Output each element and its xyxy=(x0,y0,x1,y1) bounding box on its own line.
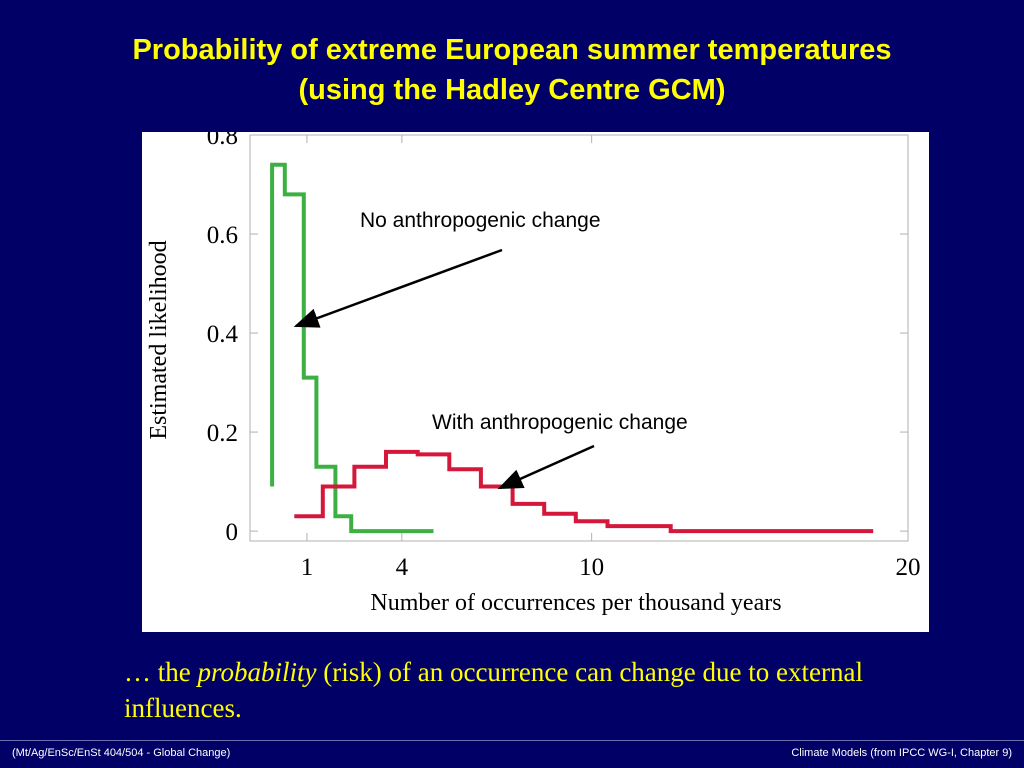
y-axis-ticks: 0 0.2 0.4 0.6 0.8 xyxy=(207,132,908,546)
y-tick-label: 0.6 xyxy=(207,222,238,249)
x-tick-label: 4 xyxy=(396,554,409,581)
caption-lead: … the xyxy=(124,657,198,687)
y-axis-label: Estimated likelihood xyxy=(146,240,172,439)
x-axis-label: Number of occurrences per thousand years xyxy=(370,590,781,616)
footer-source: Climate Models (from IPCC WG-I, Chapter … xyxy=(791,747,1012,759)
footer-divider xyxy=(0,740,1024,741)
x-tick-label: 10 xyxy=(579,554,604,581)
slide-title: Probability of extreme European summer t… xyxy=(0,30,1024,110)
x-tick-label: 1 xyxy=(301,554,314,581)
annotation-with-change: With anthropogenic change xyxy=(432,411,688,434)
footer-course: (Mt/Ag/EnSc/EnSt 404/504 - Global Change… xyxy=(12,747,231,759)
y-tick-label: 0.2 xyxy=(207,420,238,447)
arrow-with-change xyxy=(497,444,595,490)
series-line-no-change xyxy=(270,162,434,534)
histogram-chart: 0 0.2 0.4 0.6 0.8 1 4 10 20 Estimated likelihoo… xyxy=(146,132,921,616)
x-axis-ticks: 1 4 10 20 xyxy=(301,135,921,581)
slide-caption: … the probability (risk) of an occurrenc… xyxy=(124,654,964,726)
caption-emphasis: probability xyxy=(197,657,317,687)
title-line-1: Probability of extreme European summer t… xyxy=(132,34,892,66)
y-tick-label: 0.8 xyxy=(207,132,238,150)
caption-rest: (risk) of an occurrence can change due t… xyxy=(124,657,863,723)
annotation-no-change: No anthropogenic change xyxy=(360,209,601,232)
arrow-no-change xyxy=(293,248,503,328)
plot-frame xyxy=(249,134,909,542)
chart-panel: 0 0.2 0.4 0.6 0.8 1 4 10 20 Estimated likelihoo… xyxy=(142,132,929,632)
y-tick-label: 0.4 xyxy=(207,321,239,348)
title-line-2: (using the Hadley Centre GCM) xyxy=(298,74,726,106)
x-tick-label: 20 xyxy=(896,554,921,581)
series-line-with-change xyxy=(294,449,874,534)
y-tick-label: 0 xyxy=(226,519,239,546)
